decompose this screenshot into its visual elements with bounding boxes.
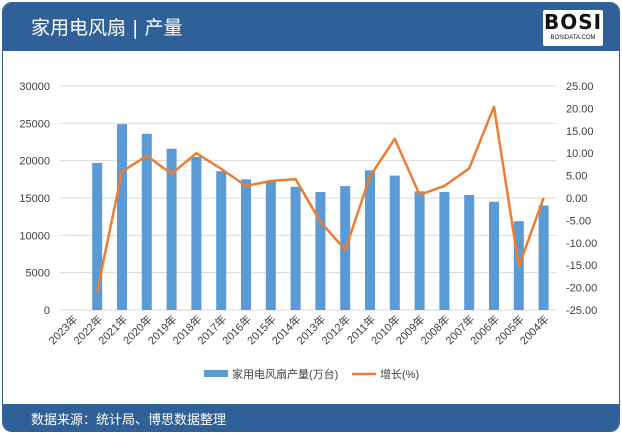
left-tick-label: 10000 — [19, 230, 50, 242]
right-axis-ticks: -25.00 -20.00 -15.00 -10.00 -5.00 0.00 5.00 10.… — [566, 81, 597, 317]
left-axis-ticks: 0 5000 10000 15000 20000 25000 30000 — [19, 81, 50, 317]
right-tick-label: 5.00 — [566, 171, 587, 183]
legend-line-label: 增长(%) — [380, 367, 419, 381]
bar — [191, 156, 202, 310]
bar — [389, 175, 400, 310]
bosi-logo: BOSI BOSIDATA.COM — [543, 10, 603, 46]
logo-subtext: BOSIDATA.COM — [550, 35, 596, 41]
bar — [265, 180, 276, 310]
bar — [489, 201, 499, 310]
footer-bar: 数据来源：统计局、博思数据整理 — [3, 404, 619, 431]
right-tick-label: 10.00 — [566, 148, 594, 160]
right-tick-label: 15.00 — [566, 126, 594, 138]
bar — [439, 192, 450, 310]
right-tick-label: -20.00 — [566, 283, 597, 295]
legend-bar-label: 家用电风扇产量(万台) — [232, 367, 338, 381]
right-tick-label: 25.00 — [566, 81, 594, 93]
left-tick-label: 0 — [44, 305, 50, 317]
bar — [241, 179, 251, 310]
bar — [166, 148, 177, 310]
bar — [141, 133, 152, 310]
legend: 家用电风扇产量(万台) 增长(%) — [204, 367, 419, 381]
growth-line — [95, 105, 545, 292]
bar — [92, 162, 103, 310]
header-bar: 家用电风扇 | 产量 BOSI BOSIDATA.COM — [3, 3, 619, 51]
left-tick-label: 15000 — [19, 193, 50, 205]
left-tick-label: 30000 — [19, 81, 50, 93]
left-tick-label: 20000 — [19, 156, 50, 168]
bar — [538, 205, 549, 310]
bar — [315, 192, 326, 310]
right-tick-label: -10.00 — [566, 238, 597, 250]
right-tick-label: 20.00 — [566, 103, 594, 115]
bar — [216, 171, 227, 310]
bar — [464, 195, 475, 310]
bars — [92, 124, 549, 310]
growth-line-path — [95, 105, 545, 292]
x-axis-ticks: 2023年2022年2021年2020年2019年2018年2017年2016年… — [46, 312, 552, 347]
right-tick-label: 0.00 — [566, 193, 587, 205]
left-tick-label: 5000 — [26, 268, 50, 280]
legend-bar-swatch — [204, 370, 228, 377]
right-tick-label: -5.00 — [566, 215, 591, 227]
bar — [365, 170, 375, 310]
data-source: 数据来源：统计局、博思数据整理 — [31, 413, 227, 428]
right-tick-label: -25.00 — [566, 305, 597, 317]
left-tick-label: 25000 — [19, 118, 50, 130]
right-tick-label: -15.00 — [566, 260, 597, 272]
logo-text: BOSI — [543, 10, 603, 34]
bar — [117, 124, 127, 310]
bar — [290, 186, 301, 310]
page-title: 家用电风扇 | 产量 — [31, 17, 183, 39]
bar — [414, 191, 425, 310]
